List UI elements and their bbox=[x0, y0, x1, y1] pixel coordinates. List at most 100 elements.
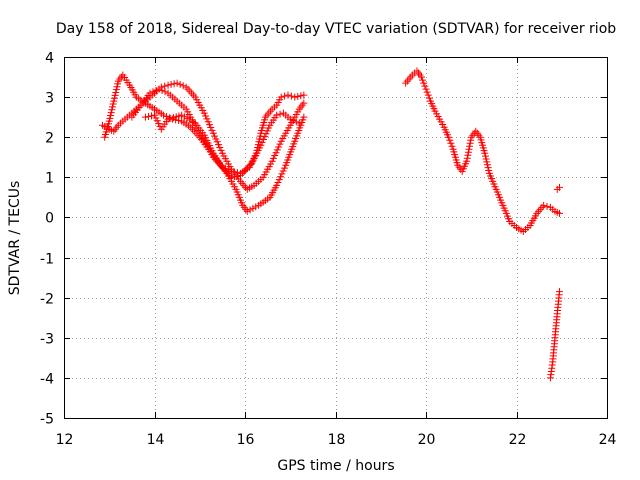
data-point bbox=[111, 91, 119, 99]
x-axis-tick-labels: 12 14 16 18 20 22 24 bbox=[56, 432, 617, 448]
data-point bbox=[176, 80, 184, 88]
data-point bbox=[276, 140, 284, 148]
y-tick-label: 0 bbox=[45, 211, 54, 227]
data-point bbox=[113, 83, 121, 91]
data-point bbox=[213, 138, 221, 146]
data-point bbox=[281, 92, 289, 100]
data-point bbox=[261, 133, 269, 141]
data-point bbox=[463, 157, 471, 165]
y-axis-tick-labels: -5 -4 -3 -2 -1 0 1 2 3 4 bbox=[40, 51, 54, 428]
data-point bbox=[227, 173, 235, 181]
y-tick-label: -5 bbox=[40, 412, 54, 428]
data-point bbox=[424, 91, 432, 99]
y-tick-label: 3 bbox=[45, 91, 54, 107]
x-tick-label: 18 bbox=[328, 432, 346, 448]
data-point bbox=[555, 288, 563, 296]
data-point bbox=[207, 123, 215, 131]
data-point bbox=[289, 117, 297, 125]
data-point bbox=[233, 172, 241, 180]
data-point bbox=[108, 103, 116, 111]
data-point bbox=[300, 99, 308, 107]
x-tick-label: 12 bbox=[56, 432, 74, 448]
data-point bbox=[258, 138, 266, 146]
data-point bbox=[481, 152, 489, 160]
series-pass-a bbox=[98, 79, 308, 193]
data-point bbox=[466, 139, 474, 147]
data-point bbox=[465, 145, 473, 153]
data-point bbox=[300, 113, 308, 121]
y-tick-label: -4 bbox=[40, 372, 54, 388]
y-tick-label: -2 bbox=[40, 292, 54, 308]
y-tick-label: 4 bbox=[45, 51, 54, 67]
y-tick-label: 2 bbox=[45, 131, 54, 147]
data-point bbox=[144, 112, 152, 120]
data-point bbox=[152, 86, 160, 94]
data-point bbox=[273, 181, 281, 189]
data-point bbox=[446, 136, 454, 144]
data-points bbox=[98, 67, 563, 382]
data-point bbox=[161, 88, 169, 96]
data-point bbox=[421, 82, 429, 90]
data-point bbox=[173, 79, 181, 87]
data-point bbox=[425, 94, 433, 102]
data-point bbox=[265, 124, 273, 132]
data-point bbox=[420, 79, 428, 87]
data-point bbox=[230, 173, 238, 181]
data-point bbox=[202, 112, 210, 120]
data-point bbox=[217, 146, 225, 154]
data-point bbox=[466, 142, 474, 150]
data-point bbox=[256, 132, 264, 140]
data-point bbox=[158, 86, 166, 94]
data-point bbox=[167, 80, 175, 88]
data-point bbox=[203, 115, 211, 123]
data-point bbox=[485, 166, 493, 174]
data-point bbox=[209, 129, 217, 137]
data-point bbox=[419, 76, 427, 84]
data-point bbox=[273, 111, 281, 119]
data-point bbox=[262, 130, 270, 138]
y-tick-label: -3 bbox=[40, 332, 54, 348]
data-point bbox=[284, 91, 292, 99]
x-tick-label: 22 bbox=[509, 432, 527, 448]
data-point bbox=[278, 170, 286, 178]
data-point bbox=[114, 80, 122, 88]
x-tick-label: 20 bbox=[418, 432, 436, 448]
data-point bbox=[110, 94, 118, 102]
data-point bbox=[149, 88, 157, 96]
chart-title: Day 158 of 2018, Sidereal Day-to-day VTE… bbox=[56, 21, 616, 37]
data-point bbox=[555, 209, 563, 217]
data-point bbox=[276, 110, 284, 118]
data-point bbox=[273, 146, 281, 154]
data-point bbox=[108, 106, 116, 114]
data-point bbox=[297, 92, 305, 100]
grid-lines bbox=[64, 57, 607, 418]
data-point bbox=[211, 132, 219, 140]
series-pass-f bbox=[553, 183, 563, 193]
x-tick-label: 16 bbox=[237, 432, 255, 448]
data-point bbox=[294, 92, 302, 100]
data-point bbox=[269, 154, 277, 162]
data-point bbox=[274, 178, 282, 186]
data-point bbox=[271, 152, 279, 160]
data-point bbox=[112, 86, 120, 94]
series-pass-e bbox=[402, 67, 563, 235]
data-point bbox=[257, 141, 265, 149]
data-point bbox=[464, 148, 472, 156]
data-point bbox=[445, 133, 453, 141]
data-point bbox=[448, 142, 456, 150]
data-point bbox=[483, 158, 491, 166]
data-point bbox=[295, 119, 303, 127]
data-point bbox=[268, 157, 276, 165]
data-point bbox=[263, 127, 271, 135]
data-point bbox=[106, 114, 114, 122]
data-point bbox=[155, 85, 163, 93]
data-point bbox=[422, 85, 430, 93]
data-point bbox=[467, 136, 475, 144]
data-point bbox=[212, 135, 220, 143]
x-tick-label: 24 bbox=[599, 432, 617, 448]
data-point bbox=[147, 112, 155, 120]
data-point bbox=[200, 109, 208, 117]
data-point bbox=[280, 164, 288, 172]
data-point bbox=[543, 202, 551, 210]
